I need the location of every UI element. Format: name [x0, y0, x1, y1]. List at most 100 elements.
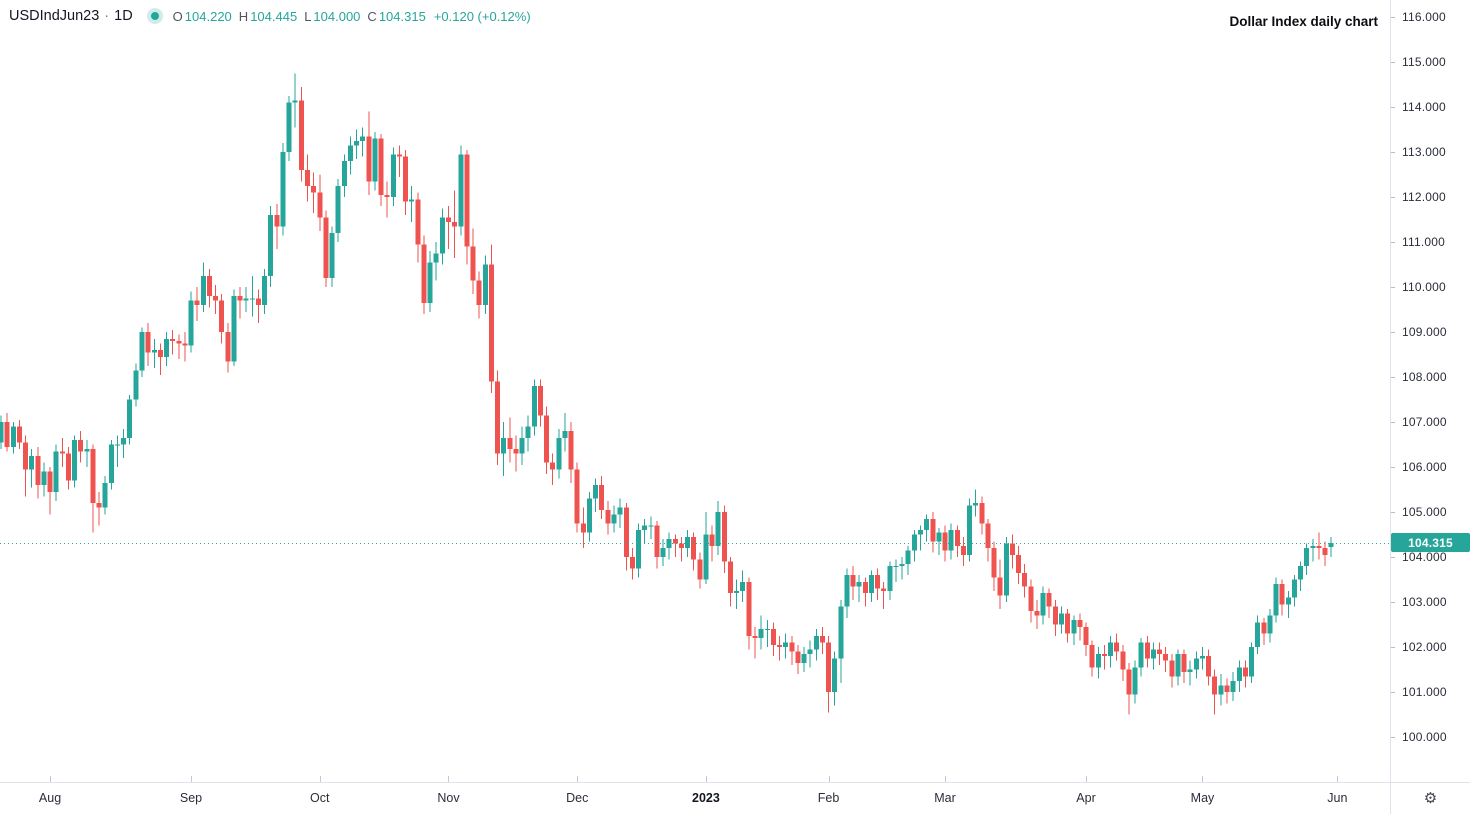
candle	[182, 332, 188, 362]
candle	[642, 518, 648, 544]
price-axis[interactable]: 116.000 115.000 114.000 113.000 112.000 111.0…	[1390, 0, 1470, 782]
candle	[452, 190, 458, 258]
candle	[746, 577, 752, 650]
candle	[188, 291, 194, 353]
open-label: O	[172, 8, 183, 24]
candle	[930, 512, 936, 553]
candle	[868, 570, 874, 602]
candle	[1016, 545, 1022, 584]
candle	[329, 226, 335, 287]
candle	[1310, 539, 1316, 562]
candle	[268, 206, 274, 287]
candle	[176, 334, 182, 359]
time-axis-tick	[829, 776, 830, 782]
candle	[574, 462, 580, 533]
price-axis-tick	[1391, 692, 1395, 693]
candle	[672, 534, 678, 557]
candle	[562, 413, 568, 452]
candle	[1046, 588, 1052, 618]
price-axis-tick	[1391, 17, 1395, 18]
candle	[648, 516, 654, 539]
price-axis-tick	[1391, 152, 1395, 153]
interval-label[interactable]: 1D	[114, 8, 133, 24]
time-axis-tick	[577, 776, 578, 782]
candle	[819, 626, 825, 654]
candle	[458, 145, 464, 236]
market-status-icon[interactable]	[150, 12, 159, 20]
candle	[1144, 635, 1150, 668]
gear-icon: ⚙	[1423, 788, 1438, 807]
candle	[114, 435, 120, 467]
candlestick-plot[interactable]	[0, 0, 1390, 782]
candle	[1249, 642, 1255, 683]
price-axis-label: 116.000	[1402, 10, 1446, 24]
candle	[721, 505, 727, 573]
candle	[421, 235, 427, 314]
price-axis-label: 105.000	[1402, 505, 1447, 519]
candle	[513, 435, 519, 472]
candle	[795, 644, 801, 674]
candle	[317, 174, 323, 231]
time-axis-label: 2023	[692, 791, 720, 805]
candle	[777, 635, 783, 661]
candle	[139, 327, 145, 377]
candle	[311, 172, 317, 213]
candle	[967, 498, 973, 562]
price-axis-label: 114.000	[1402, 100, 1446, 114]
candle	[660, 539, 666, 566]
candle	[942, 525, 948, 562]
candle	[121, 428, 127, 458]
candle	[550, 453, 556, 485]
candle	[133, 363, 139, 407]
symbol-name[interactable]: USDIndJun23	[9, 8, 100, 24]
candle	[0, 415, 4, 449]
candle	[875, 568, 881, 600]
candle	[1157, 642, 1163, 665]
price-axis-label: 107.000	[1402, 415, 1447, 429]
price-axis-label: 113.000	[1402, 145, 1446, 159]
price-axis-label: 100.000	[1402, 730, 1447, 744]
time-axis-tick	[1202, 776, 1203, 782]
time-axis[interactable]: Aug Sep Oct Nov Dec 2023 Feb Mar Apr May Jun	[0, 782, 1470, 814]
price-axis-label: 115.000	[1402, 55, 1446, 69]
open-value: 104.220	[184, 8, 232, 24]
candle	[605, 500, 611, 535]
candle	[47, 467, 53, 515]
candle	[1150, 642, 1156, 670]
candle	[623, 503, 629, 571]
high-label: H	[238, 8, 249, 24]
axis-settings-button[interactable]: ⚙	[1390, 782, 1470, 814]
candle	[409, 185, 415, 222]
candle	[262, 269, 268, 314]
candle	[225, 323, 231, 373]
candle	[1009, 534, 1015, 569]
candle	[231, 289, 237, 366]
legend-separator: ·	[104, 8, 110, 24]
price-axis-tick	[1391, 107, 1395, 108]
close-value: 104.315	[378, 8, 426, 24]
candle	[715, 500, 721, 555]
candle	[807, 640, 813, 668]
candle	[985, 518, 991, 562]
time-axis-label: Sep	[179, 791, 203, 805]
candle	[1199, 647, 1205, 670]
candle	[936, 527, 942, 555]
candle	[1298, 561, 1304, 591]
candle	[396, 145, 402, 177]
candle	[703, 512, 709, 584]
candle	[29, 449, 35, 488]
candle	[654, 521, 660, 569]
candle	[102, 476, 108, 515]
candle	[783, 633, 789, 659]
candle	[887, 561, 893, 600]
candle	[255, 289, 261, 323]
candle	[1279, 579, 1285, 616]
candle	[164, 332, 170, 366]
candle	[53, 444, 59, 501]
candle	[96, 491, 102, 526]
candle	[390, 147, 396, 206]
time-axis-label: Feb	[817, 791, 840, 805]
price-axis-tick	[1391, 512, 1395, 513]
candle	[758, 615, 764, 650]
price-axis-label: 106.000	[1402, 460, 1447, 474]
